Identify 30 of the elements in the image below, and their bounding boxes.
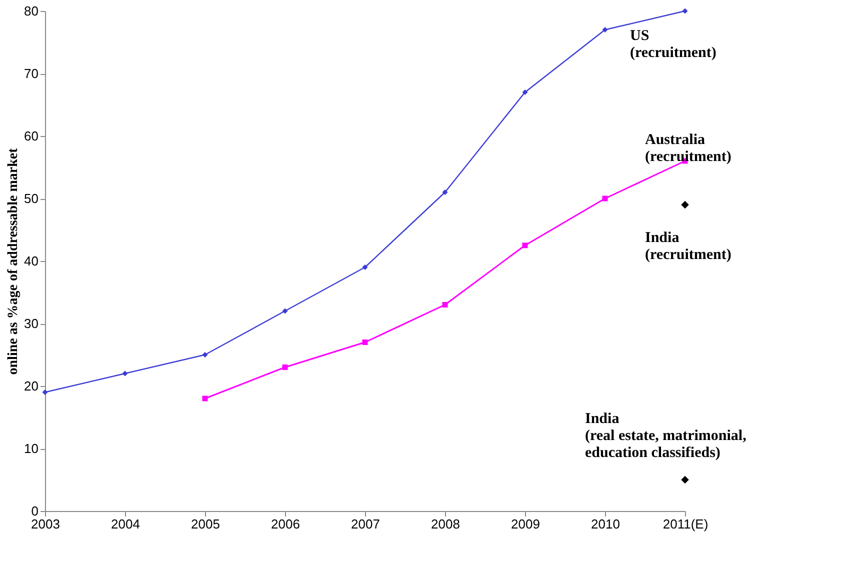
y-tick-label: 0: [31, 504, 38, 518]
point: [682, 8, 688, 14]
x-tick-label: 2009: [511, 516, 540, 532]
x-tick-label: 2011(E): [662, 516, 708, 532]
x-tick-label: 2008: [431, 516, 460, 532]
y-axis-title: online as %age of addressable market: [6, 148, 22, 375]
point: [122, 370, 128, 376]
x-tick-label: 2005: [191, 516, 220, 532]
y-tick-label: 60: [24, 128, 38, 144]
point: [282, 308, 288, 314]
y-tick-label: 40: [24, 254, 38, 268]
x-tick-label: 2006: [271, 516, 300, 532]
text: India (recruitment): [645, 230, 732, 263]
series-label: US (recruitment): [630, 28, 716, 61]
y-tick-label: 80: [24, 4, 38, 18]
y-tick-label: 30: [24, 316, 38, 331]
point: [362, 340, 368, 345]
y-tick-label: 50: [24, 191, 38, 206]
y-tick-label: 10: [24, 441, 38, 456]
x-tick-label: 2007: [351, 516, 380, 532]
text: India (real estate, matrimonial, education classifieds): [585, 410, 747, 461]
x-tick-label: 2003: [31, 516, 60, 532]
point: [522, 242, 528, 248]
x-tick-label: 2010: [591, 516, 620, 532]
series-label: Australia (recruitment): [645, 132, 732, 165]
y-tick-label: 70: [24, 66, 38, 81]
point: [282, 364, 288, 370]
y-tick-label: 20: [24, 378, 38, 394]
x-tick-label: 2004: [111, 516, 140, 532]
point: [442, 302, 448, 308]
